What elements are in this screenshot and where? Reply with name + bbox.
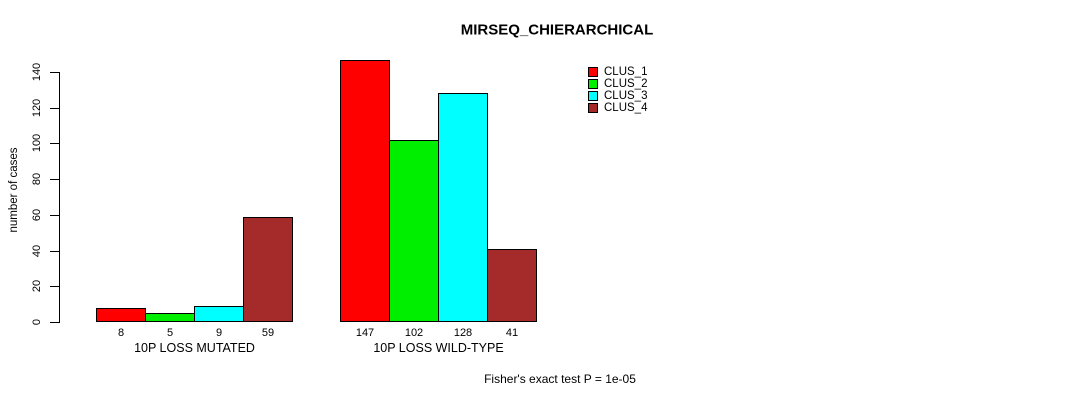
bar-clus_4-group2 bbox=[487, 248, 537, 322]
legend-item-clus_2: CLUS_2 bbox=[588, 78, 647, 90]
y-axis-tick-label: 140 bbox=[31, 62, 43, 82]
y-axis-tick-label: 0 bbox=[31, 318, 43, 326]
legend-label: CLUS_2 bbox=[604, 78, 648, 90]
legend-item-clus_3: CLUS_3 bbox=[588, 90, 647, 102]
bar-clus_3-group1 bbox=[194, 305, 244, 322]
bar-value-label: 147 bbox=[355, 327, 375, 339]
x-axis-category-label: 10P LOSS WILD-TYPE bbox=[373, 341, 504, 355]
legend-swatch-icon bbox=[588, 79, 598, 89]
annotation-fisher-test: Fisher's exact test P = 1e-05 bbox=[484, 372, 636, 386]
y-axis-line bbox=[59, 72, 60, 323]
bar-clus_2-group2 bbox=[389, 139, 439, 322]
y-axis-tick bbox=[50, 250, 59, 252]
y-axis-tick bbox=[50, 179, 59, 181]
y-axis-tick-label: 100 bbox=[31, 134, 43, 153]
y-axis-label: number of cases bbox=[8, 147, 20, 233]
bar-clus_4-group1 bbox=[243, 216, 293, 322]
legend-swatch-icon bbox=[588, 103, 598, 113]
y-axis-tick bbox=[50, 286, 59, 288]
y-axis-tick-label: 40 bbox=[31, 244, 43, 257]
bar-value-label: 102 bbox=[404, 327, 424, 339]
bar-value-label: 8 bbox=[117, 327, 125, 339]
x-axis-category-label: 10P LOSS MUTATED bbox=[134, 341, 255, 355]
y-axis-tick bbox=[50, 214, 59, 216]
bar-clus_3-group2 bbox=[438, 93, 488, 322]
legend-item-clus_1: CLUS_1 bbox=[588, 66, 647, 78]
legend: CLUS_1 CLUS_2 CLUS_3 CLUS_4 bbox=[588, 66, 647, 114]
legend-item-clus_4: CLUS_4 bbox=[588, 102, 647, 114]
y-axis-tick bbox=[50, 322, 59, 323]
y-axis-tick-label: 120 bbox=[31, 98, 43, 117]
bar-clus_1-group1 bbox=[96, 307, 146, 322]
bar-value-label: 5 bbox=[166, 327, 174, 339]
legend-label: CLUS_3 bbox=[604, 90, 648, 102]
y-axis-tick bbox=[50, 107, 59, 109]
bar-value-label: 41 bbox=[505, 327, 519, 339]
bar-value-label: 59 bbox=[261, 327, 275, 339]
chart-title: MIRSEQ_CHIERARCHICAL bbox=[460, 21, 654, 39]
y-axis-tick bbox=[50, 72, 59, 73]
legend-swatch-icon bbox=[588, 91, 598, 101]
legend-label: CLUS_4 bbox=[604, 102, 648, 114]
y-axis-tick-label: 80 bbox=[31, 172, 43, 186]
y-axis-tick-label: 60 bbox=[31, 208, 43, 222]
bar-value-label: 128 bbox=[453, 327, 473, 339]
bar-value-label: 9 bbox=[215, 327, 223, 339]
bar-clus_1-group2 bbox=[340, 59, 390, 322]
bar-clus_2-group1 bbox=[145, 313, 195, 322]
legend-label: CLUS_1 bbox=[604, 66, 648, 78]
legend-swatch-icon bbox=[588, 67, 598, 77]
y-axis-tick-label: 20 bbox=[31, 280, 43, 293]
y-axis-tick bbox=[50, 143, 59, 145]
